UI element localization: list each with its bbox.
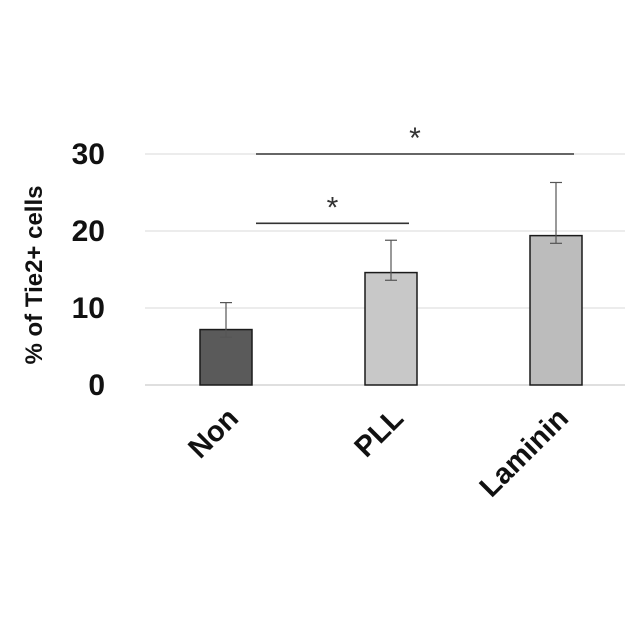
x-tick-label-non: Non <box>182 402 244 464</box>
x-tick-labels: Non PLL Laminin <box>182 402 574 503</box>
y-tick-label: 30 <box>72 138 105 171</box>
x-tick-label-laminin: Laminin <box>474 402 575 503</box>
y-tick-label: 0 <box>88 369 105 402</box>
y-tick-labels: 0 10 20 30 <box>72 138 105 402</box>
bar-non <box>200 330 252 385</box>
x-tick-label-pll: PLL <box>349 402 410 463</box>
y-axis-label: % of Tie2+ cells <box>21 186 48 365</box>
y-tick-label: 20 <box>72 215 105 248</box>
y-tick-label: 10 <box>72 292 105 325</box>
significance-star: * <box>409 122 421 155</box>
bar-laminin <box>530 236 582 385</box>
significance-star: * <box>327 191 339 224</box>
bar-pll <box>365 273 417 385</box>
significance-brackets: ** <box>256 122 574 224</box>
